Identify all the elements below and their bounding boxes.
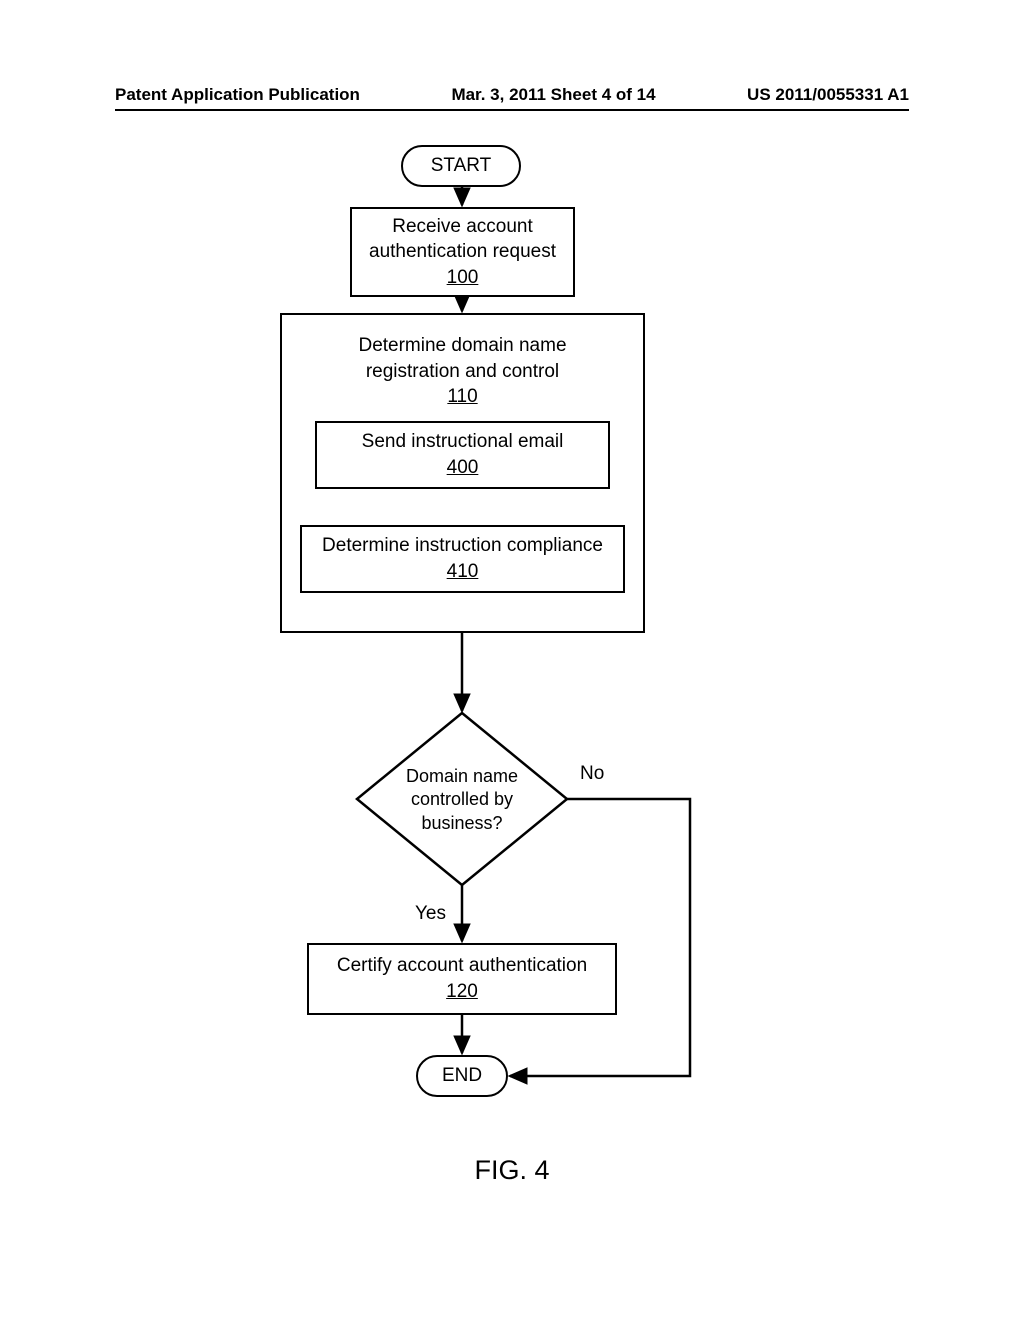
- figure-label: FIG. 4: [0, 1155, 1024, 1186]
- start-label: START: [431, 155, 492, 177]
- start-node: START: [401, 145, 521, 187]
- flowchart-connectors: [0, 135, 1024, 1235]
- process-400: Send instructional email 400: [315, 421, 610, 489]
- flowchart: START Receive accountauthentication requ…: [0, 135, 1024, 1235]
- label-110-ref: 110: [447, 384, 477, 410]
- process-410: Determine instruction compliance 410: [300, 525, 625, 593]
- process-100: Receive accountauthentication request 10…: [350, 207, 575, 297]
- label-110: Determine domain nameregistration and co…: [300, 333, 625, 410]
- edge-label-no: No: [580, 763, 604, 785]
- header-center: Mar. 3, 2011 Sheet 4 of 14: [451, 85, 655, 105]
- end-label: END: [442, 1065, 482, 1087]
- label-110-text: Determine domain nameregistration and co…: [358, 333, 566, 384]
- process-100-text: Receive accountauthentication request: [369, 214, 556, 265]
- process-120-text: Certify account authentication: [337, 953, 587, 979]
- process-120-ref: 120: [446, 979, 478, 1005]
- page-header: Patent Application Publication Mar. 3, 2…: [115, 85, 909, 111]
- decision-node: Domain namecontrolled bybusiness?: [357, 713, 567, 885]
- process-410-ref: 410: [447, 559, 479, 585]
- decision-text: Domain namecontrolled bybusiness?: [357, 765, 567, 835]
- process-400-text: Send instructional email: [362, 429, 564, 455]
- end-node: END: [416, 1055, 508, 1097]
- process-410-text: Determine instruction compliance: [322, 533, 603, 559]
- process-100-ref: 100: [447, 265, 479, 291]
- edge-label-yes: Yes: [415, 903, 446, 925]
- header-left: Patent Application Publication: [115, 85, 360, 105]
- process-400-ref: 400: [447, 455, 479, 481]
- header-right: US 2011/0055331 A1: [747, 85, 909, 105]
- process-120: Certify account authentication 120: [307, 943, 617, 1015]
